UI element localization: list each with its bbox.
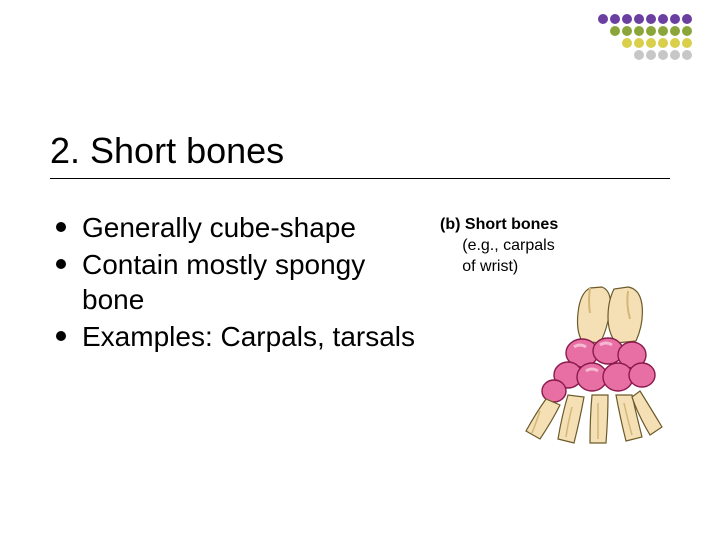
dot-icon (646, 38, 656, 48)
dot-icon (598, 14, 608, 24)
dot-icon (622, 14, 632, 24)
dots-row (598, 50, 692, 60)
slide-title: 2. Short bones (50, 130, 670, 172)
dot-icon (682, 50, 692, 60)
figure-panel: (b) Short bones (e.g., carpals of wrist) (440, 215, 690, 453)
corner-dots-decoration (598, 14, 692, 60)
dot-icon (682, 38, 692, 48)
dot-icon (622, 26, 632, 36)
dots-row (598, 26, 692, 36)
dot-icon (634, 26, 644, 36)
dot-icon (634, 14, 644, 24)
dot-icon (682, 26, 692, 36)
dot-icon (634, 38, 644, 48)
dot-icon (610, 14, 620, 24)
dots-row (598, 14, 692, 24)
figure-bold: Short bones (465, 216, 558, 233)
figure-line1: (e.g., carpals (462, 237, 554, 254)
bullet-item: Generally cube-shape (50, 210, 430, 245)
dots-row (598, 38, 692, 48)
bullet-list: Generally cube-shape Contain mostly spon… (50, 210, 430, 354)
dot-icon (622, 38, 632, 48)
bullet-content: Generally cube-shape Contain mostly spon… (50, 210, 430, 356)
figure-prefix: (b) (440, 216, 460, 233)
figure-caption: (b) Short bones (e.g., carpals of wrist) (440, 215, 690, 277)
bullet-item: Contain mostly spongy bone (50, 247, 430, 317)
dot-icon (658, 26, 668, 36)
dot-icon (610, 26, 620, 36)
hand-bones-icon (526, 391, 662, 443)
bullet-item: Examples: Carpals, tarsals (50, 319, 430, 354)
dot-icon (670, 50, 680, 60)
dot-icon (682, 14, 692, 24)
wrist-illustration (440, 283, 670, 453)
title-container: 2. Short bones (50, 130, 670, 179)
dot-icon (634, 50, 644, 60)
dot-icon (658, 14, 668, 24)
dot-icon (658, 38, 668, 48)
dot-icon (646, 14, 656, 24)
dot-icon (646, 50, 656, 60)
forearm-bones-icon (578, 287, 643, 343)
dot-icon (670, 26, 680, 36)
dot-icon (670, 38, 680, 48)
dot-icon (670, 14, 680, 24)
dot-icon (646, 26, 656, 36)
figure-line2: of wrist) (462, 258, 518, 275)
dot-icon (658, 50, 668, 60)
